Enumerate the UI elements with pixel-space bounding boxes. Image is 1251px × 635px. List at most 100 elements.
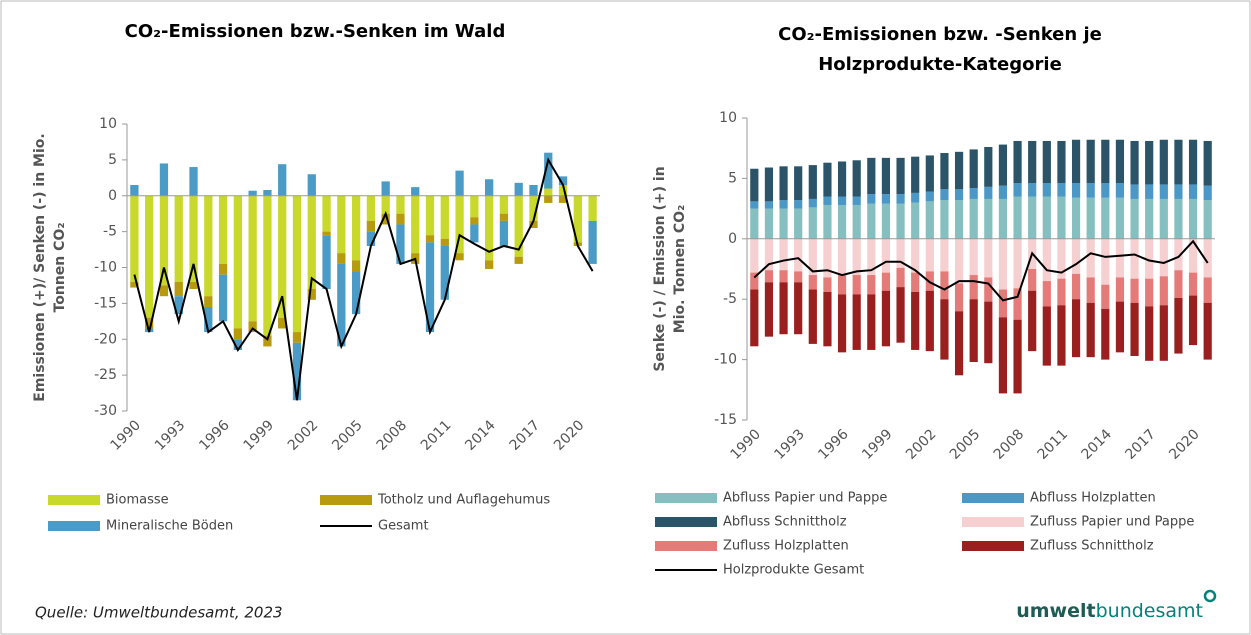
bar [366,231,376,246]
bar [750,289,759,347]
bar [940,189,949,201]
bar [925,290,934,352]
bar [954,151,964,190]
bar [1203,140,1212,186]
bar [130,184,139,196]
bar [204,195,213,297]
bar [794,208,803,239]
y-tick-label: -30 [94,403,117,419]
bar [396,224,405,264]
bar [823,238,832,278]
bar [440,195,449,239]
bar [130,195,139,282]
bar [794,282,803,335]
bar [174,296,183,315]
bar [455,253,464,261]
bar [544,195,553,203]
bar [218,195,228,264]
bar [984,301,993,364]
bar [998,238,1008,290]
bar [1174,238,1183,271]
bar [881,272,891,291]
logo: umweltbundesamt [1016,600,1203,622]
bar [867,157,876,195]
bar [823,162,832,197]
bar [969,198,978,239]
bar [1188,238,1198,273]
bar [808,207,817,239]
bar [529,220,538,229]
bar [1071,238,1081,274]
bar [808,238,817,276]
bar [1071,197,1081,239]
bar [808,289,817,344]
bar [322,235,331,290]
bar [896,157,905,195]
bar [1159,139,1168,185]
y-tick-label: 5 [728,170,737,186]
bar [485,195,494,261]
legend-swatch [48,495,100,505]
bar [954,200,964,239]
bar [969,299,978,363]
bar [998,198,1008,239]
bar [411,187,420,196]
legend-label: Mineralische Böden [106,519,233,534]
logo-icon [1203,589,1217,603]
bar [292,332,302,343]
bar [381,213,390,225]
bar [159,285,169,297]
bar [1188,184,1198,199]
bar [925,201,934,239]
bar [307,195,316,290]
bar [1086,197,1095,239]
bar [588,195,597,221]
bar [514,256,523,264]
bar [558,176,568,185]
bar [351,260,361,272]
bar [911,291,920,350]
bar [852,204,861,239]
bar [852,238,861,276]
bar [750,201,759,209]
y-tick-label: -20 [94,331,117,347]
bar [470,217,479,225]
bar [263,190,272,196]
bar [485,179,494,196]
bar [1203,302,1212,360]
logo-light: bundesamt [1096,600,1203,622]
bar [764,282,774,337]
bar [837,204,847,239]
legend-label: Biomasse [106,493,169,508]
chart-title: CO₂-Emissionen bzw.-Senken im Wald [125,21,506,42]
bar [1028,290,1037,352]
bar [1130,302,1139,356]
bar [1115,238,1125,278]
bar [337,195,346,254]
bar [1188,198,1198,239]
line [753,239,1209,302]
bar [499,220,509,246]
bar [779,208,788,239]
bar [1042,140,1051,184]
bar [896,238,905,268]
legend-swatch [655,541,717,551]
bar [307,289,316,300]
bar [764,270,774,283]
bar [808,275,817,290]
bar [1159,198,1168,239]
bar [1101,183,1110,198]
bar [837,294,847,353]
bar [896,203,905,239]
bar [808,165,817,199]
bar [1071,183,1081,198]
bar [1115,139,1125,184]
bar [837,196,847,205]
bar [823,291,832,347]
bar [1101,284,1110,309]
source: Quelle: Umweltbundesamt, 2023 [35,604,283,622]
bar [1013,196,1022,239]
bar [1086,302,1095,358]
y-tick-label: 10 [719,110,737,126]
